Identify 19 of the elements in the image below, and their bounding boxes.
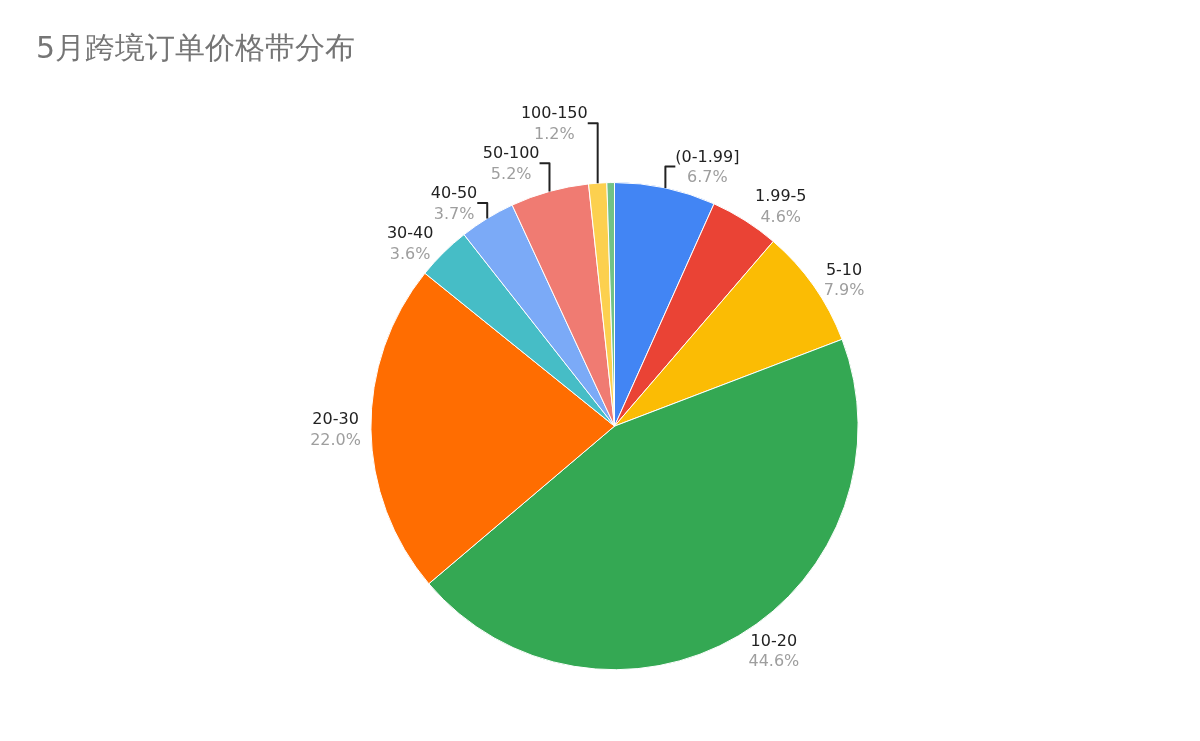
data-label: 7.9% bbox=[823, 280, 865, 300]
slice-label: 20-30 bbox=[312, 409, 359, 429]
slice-label: 100-150 bbox=[520, 103, 588, 123]
slice-label: 1.99-5 bbox=[754, 186, 807, 206]
slice-label: 5-10 bbox=[825, 259, 863, 279]
data-label: 4.6% bbox=[760, 207, 802, 227]
slice-label: (0-1.99] bbox=[675, 146, 740, 166]
slice-label: 30-40 bbox=[386, 222, 434, 242]
data-label: 22.0% bbox=[310, 430, 361, 450]
data-label: 44.6% bbox=[748, 651, 800, 671]
data-label: 1.2% bbox=[533, 124, 575, 144]
data-label: 3.6% bbox=[389, 243, 431, 263]
data-label: 5.2% bbox=[490, 164, 532, 184]
chart-title: 5月跨境订单价格带分布 bbox=[36, 30, 356, 66]
slice-label: 10-20 bbox=[750, 630, 798, 650]
data-label: 6.7% bbox=[687, 167, 728, 187]
data-label: 3.7% bbox=[433, 203, 475, 223]
slice-label: 50-100 bbox=[482, 143, 540, 163]
slice-label: 40-50 bbox=[430, 183, 478, 203]
